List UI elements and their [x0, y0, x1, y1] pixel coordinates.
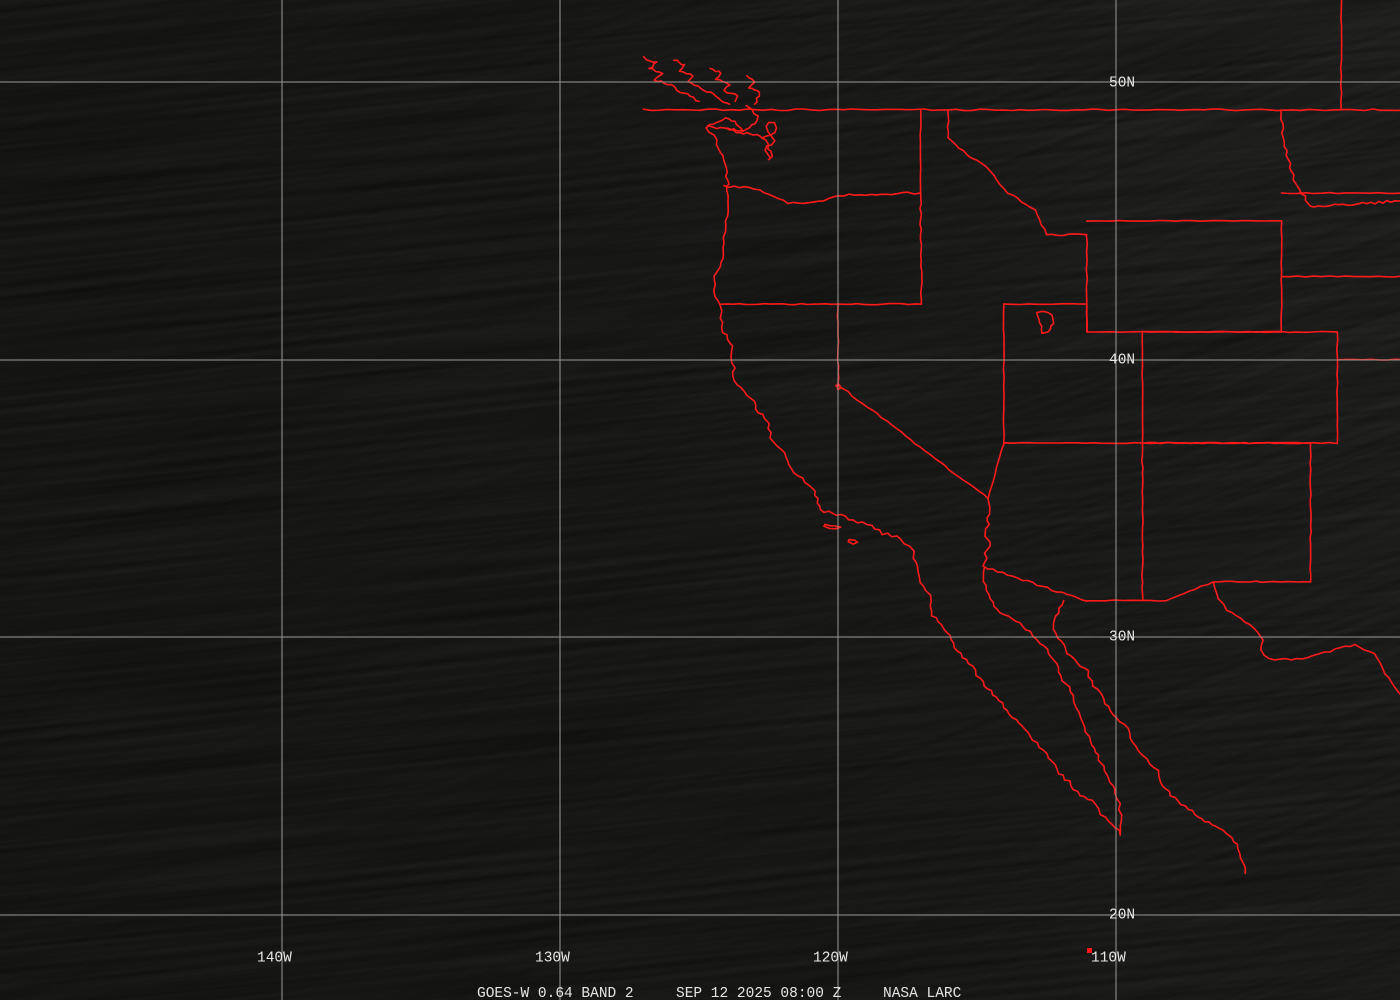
svg-text:110W: 110W — [1091, 951, 1126, 967]
svg-text:40N: 40N — [1109, 353, 1135, 369]
svg-text:50N: 50N — [1109, 76, 1135, 92]
svg-text:NASA LARC: NASA LARC — [883, 986, 962, 1000]
svg-text:140W: 140W — [257, 951, 292, 967]
svg-text:120W: 120W — [813, 951, 848, 967]
svg-text:GOES-W 0.64 BAND 2: GOES-W 0.64 BAND 2 — [477, 986, 634, 1000]
svg-text:20N: 20N — [1109, 908, 1135, 924]
svg-text:30N: 30N — [1109, 630, 1135, 646]
svg-text:130W: 130W — [535, 951, 570, 967]
svg-text:SEP 12 2025 08:00 Z: SEP 12 2025 08:00 Z — [676, 986, 842, 1000]
